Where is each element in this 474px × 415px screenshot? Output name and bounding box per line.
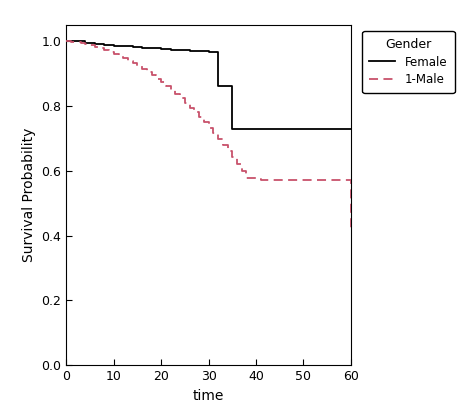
Legend: Female, 1-Male: Female, 1-Male (362, 31, 455, 93)
Y-axis label: Survival Probability: Survival Probability (22, 128, 36, 262)
X-axis label: time: time (193, 388, 224, 403)
